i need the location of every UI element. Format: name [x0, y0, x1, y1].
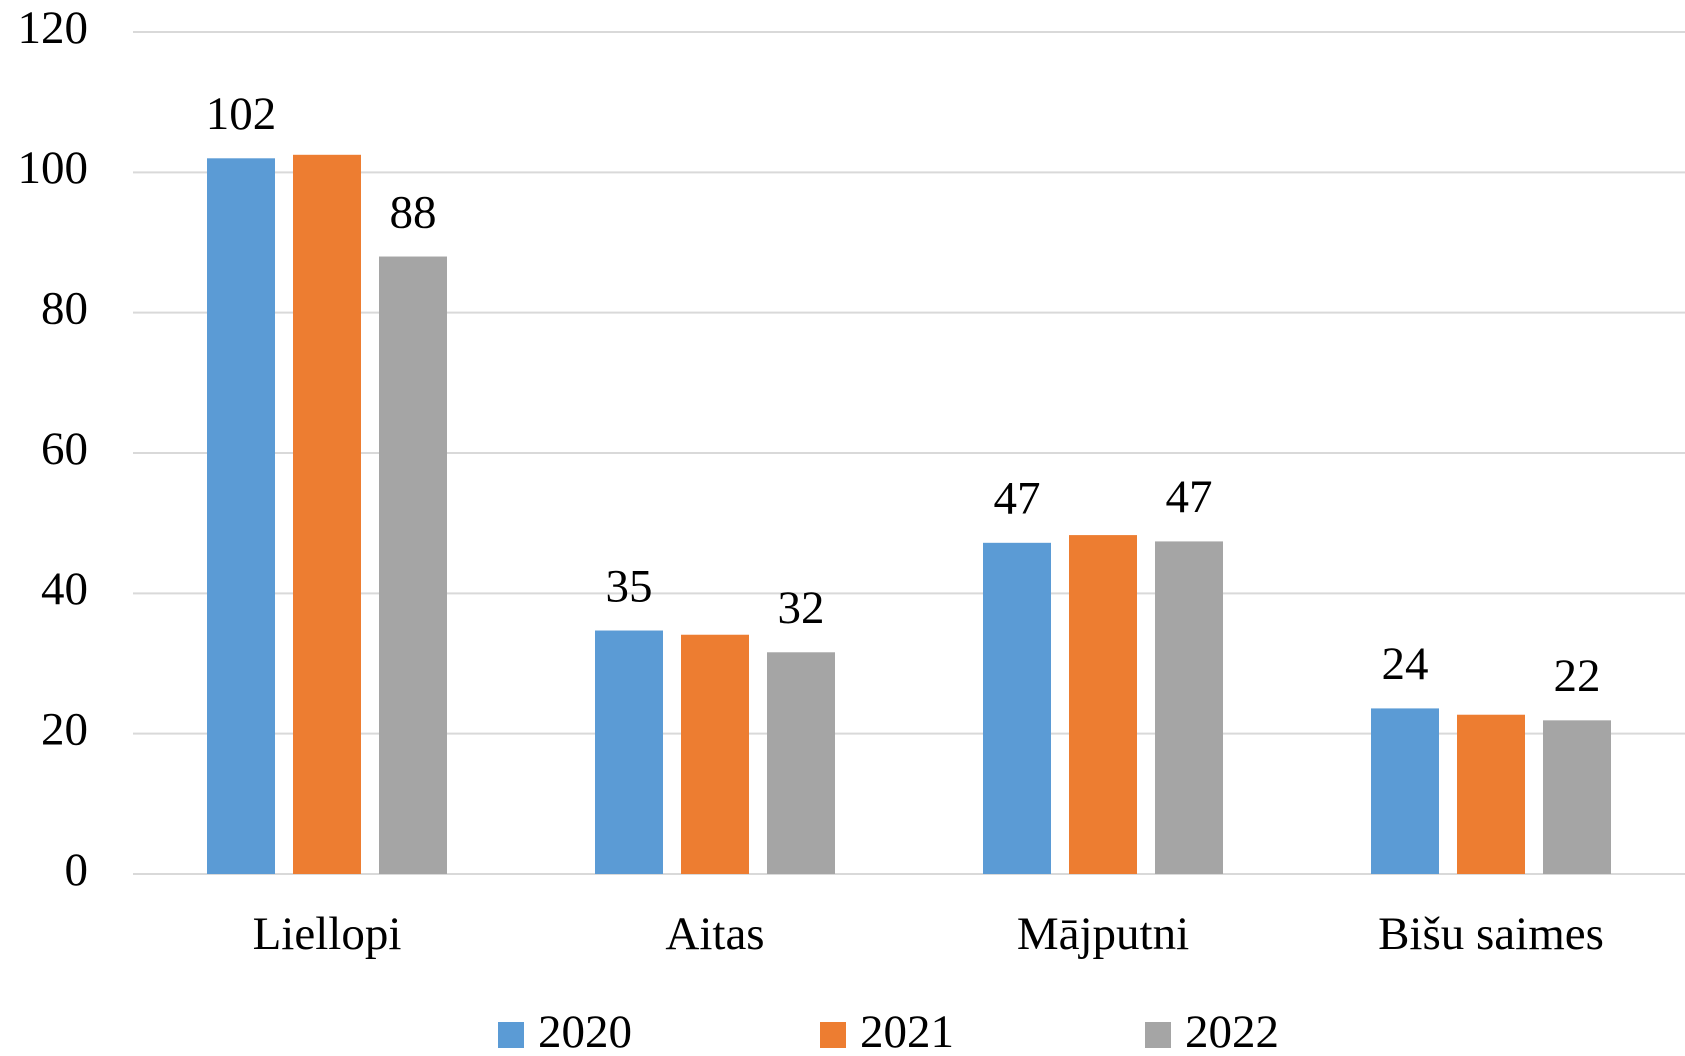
legend-swatch: [1145, 1022, 1171, 1048]
y-tick-label: 80: [41, 282, 88, 334]
data-label: 22: [1554, 650, 1601, 702]
y-tick-label: 40: [41, 563, 88, 615]
data-label: 24: [1382, 638, 1429, 690]
bar: [1457, 714, 1525, 874]
bar: [681, 634, 749, 874]
bar: [1155, 541, 1223, 874]
bar: [207, 158, 275, 875]
legend-label: 2022: [1185, 1006, 1279, 1056]
y-tick-label: 0: [65, 844, 89, 896]
y-tick-label: 60: [41, 423, 88, 475]
y-tick-label: 100: [18, 142, 89, 194]
data-label: 88: [390, 186, 437, 238]
data-label: 47: [1166, 471, 1213, 523]
bar: [1371, 708, 1439, 874]
bar: [1069, 535, 1137, 874]
y-tick-label: 120: [18, 2, 89, 54]
legend-label: 2020: [538, 1006, 632, 1056]
x-tick-label: Aitas: [665, 908, 764, 960]
legend-label: 2021: [860, 1006, 954, 1056]
data-label: 102: [206, 88, 277, 140]
bar: [595, 630, 663, 874]
data-label: 47: [994, 473, 1041, 525]
legend-swatch: [498, 1022, 524, 1048]
bar: [379, 256, 447, 874]
legend-swatch: [820, 1022, 846, 1048]
bar: [1543, 720, 1611, 874]
x-tick-label: Liellopi: [253, 908, 402, 960]
y-tick-label: 20: [41, 703, 88, 755]
data-label: 35: [606, 560, 653, 612]
data-label: 32: [778, 582, 825, 634]
bar: [293, 154, 361, 874]
bar: [767, 652, 835, 874]
x-tick-label: Mājputni: [1017, 908, 1189, 960]
x-tick-label: Bišu saimes: [1378, 908, 1604, 960]
bar: [983, 542, 1051, 874]
